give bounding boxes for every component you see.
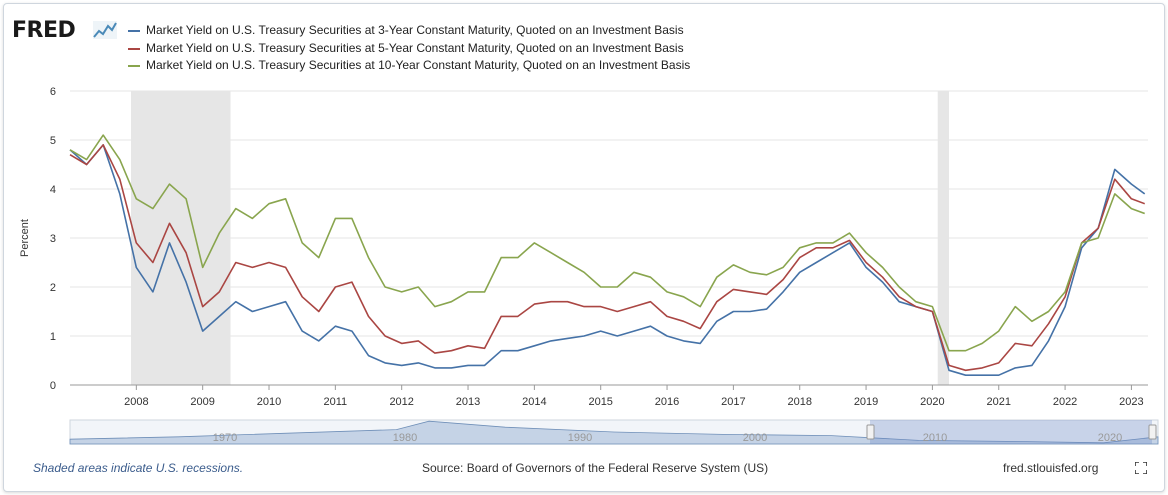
navigator-label: 1980 [393, 432, 417, 444]
series-line-5yr[interactable] [69, 144, 1145, 372]
navigator-handle-left[interactable] [866, 424, 875, 440]
x-tick-label: 2020 [920, 396, 944, 408]
x-tick-label: 2019 [854, 396, 878, 408]
x-tick-label: 2009 [190, 396, 214, 408]
legend-label: Market Yield on U.S. Treasury Securities… [146, 41, 684, 55]
fred-logo[interactable]: FRED [12, 18, 76, 43]
legend-swatch [128, 47, 140, 50]
fullscreen-icon[interactable] [1135, 462, 1147, 474]
x-tick-label: 2022 [1053, 396, 1077, 408]
x-tick-label: 2023 [1119, 396, 1143, 408]
navigator-label: 2000 [743, 432, 767, 444]
series-line-3yr[interactable] [69, 144, 1146, 376]
x-tick-label: 2017 [721, 396, 745, 408]
x-tick-label: 2021 [986, 396, 1010, 408]
x-tick-label: 2015 [588, 396, 612, 408]
x-tick-label: 2011 [324, 396, 348, 408]
x-tick-label: 2018 [787, 396, 811, 408]
x-tick-label: 2013 [456, 396, 480, 408]
x-tick-label: 2014 [522, 396, 546, 408]
legend-item-5yr[interactable]: Market Yield on U.S. Treasury Securities… [128, 41, 684, 55]
y-tick-label: 3 [50, 233, 56, 245]
navigator-selection[interactable] [870, 420, 1152, 444]
x-tick-label: 2010 [257, 396, 281, 408]
recession-note: Shaded areas indicate U.S. recessions. [33, 461, 244, 475]
x-tick-label: 2016 [655, 396, 679, 408]
legend-label: Market Yield on U.S. Treasury Securities… [146, 23, 684, 37]
legend-label: Market Yield on U.S. Treasury Securities… [146, 58, 691, 72]
series-line-10yr[interactable] [69, 134, 1145, 352]
navigator-label: 2010 [923, 432, 947, 444]
fred-logo-chart-icon [93, 21, 117, 39]
legend-swatch [128, 29, 140, 32]
navigator-label: 1990 [568, 432, 592, 444]
legend-item-3yr[interactable]: Market Yield on U.S. Treasury Securities… [128, 23, 684, 37]
legend-swatch [128, 64, 140, 67]
legend-item-10yr[interactable]: Market Yield on U.S. Treasury Securities… [128, 58, 690, 72]
source-text: Source: Board of Governors of the Federa… [422, 461, 769, 475]
y-tick-label: 5 [50, 135, 56, 147]
y-tick-label: 6 [50, 86, 56, 98]
x-tick-label: 2008 [124, 396, 148, 408]
y-tick-label: 0 [50, 380, 56, 392]
y-tick-label: 2 [50, 282, 56, 294]
navigator-label: 1970 [213, 432, 237, 444]
y-tick-label: 4 [50, 184, 56, 196]
navigator-label: 2020 [1098, 432, 1122, 444]
navigator-area [69, 420, 1159, 445]
y-axis-title: Percent [19, 219, 31, 257]
navigator-handle-right[interactable] [1148, 424, 1157, 440]
site-link[interactable]: fred.stlouisfed.org [1003, 461, 1099, 475]
x-tick-label: 2012 [389, 396, 413, 408]
y-tick-label: 1 [50, 331, 56, 343]
